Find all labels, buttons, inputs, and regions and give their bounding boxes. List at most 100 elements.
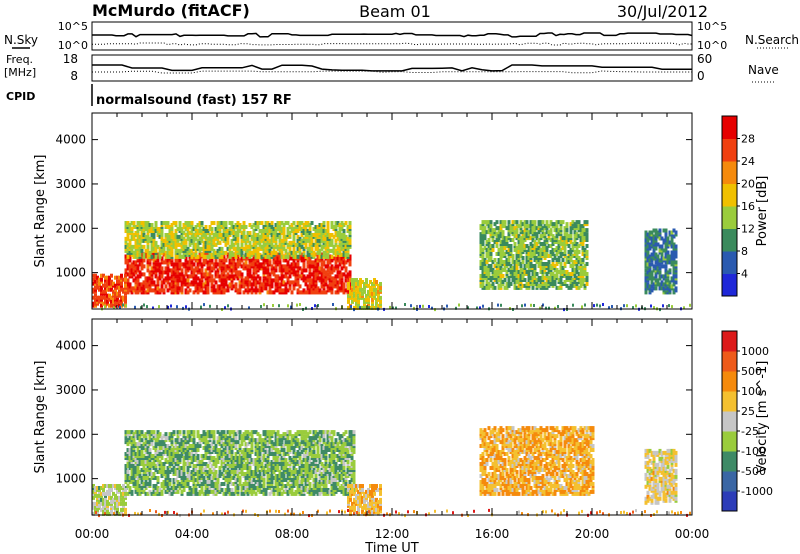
scatter-cell (168, 276, 172, 281)
scatter-cell (509, 282, 513, 286)
scatter-cell (244, 276, 248, 281)
scatter-cell (346, 258, 350, 263)
scatter-cell (561, 258, 565, 262)
scatter-cell (316, 290, 320, 295)
scatter-cell (198, 260, 202, 265)
scatter-cell (599, 304, 601, 308)
scatter-cell (204, 225, 208, 229)
scatter-cell (170, 252, 174, 257)
scatter-cell (602, 303, 604, 306)
scatter-cell (190, 234, 194, 239)
scatter-cell (310, 288, 314, 293)
scatter-cell (154, 240, 158, 245)
scatter-cell (284, 264, 288, 269)
scatter-cell (338, 262, 342, 267)
freq-tick-bottom: 8 (70, 69, 78, 83)
scatter-cell (164, 221, 168, 225)
scatter-cell (178, 258, 182, 263)
scatter-cell (170, 238, 174, 243)
scatter-cell (196, 238, 200, 243)
scatter-cell (188, 260, 192, 265)
scatter-cell (138, 274, 142, 279)
scatter-cell (124, 244, 128, 249)
scatter-cell (344, 266, 348, 271)
scatter-cell (204, 274, 208, 279)
scatter-cell (266, 274, 270, 279)
scatter-cell (260, 282, 264, 287)
scatter-cell (252, 256, 256, 261)
scatter-cell (326, 225, 330, 229)
freq-label: Freq. (6, 53, 33, 66)
scatter-cell (154, 246, 158, 251)
scatter-cell (214, 250, 218, 255)
scatter-cell (176, 248, 180, 253)
scatter-cell (533, 220, 537, 225)
scatter-cell (316, 268, 320, 273)
scatter-cell (122, 303, 124, 307)
scatter-cell (304, 290, 308, 295)
scatter-cell (190, 264, 194, 269)
scatter-cell (292, 246, 296, 251)
scatter-cell (162, 260, 166, 265)
scatter-cell (210, 266, 214, 271)
scatter-cell (164, 284, 168, 289)
scatter-cell (227, 304, 229, 308)
scatter-cell (585, 262, 589, 266)
scatter-cell (206, 286, 210, 291)
scatter-cell (348, 231, 352, 235)
scatter-cell (310, 278, 314, 283)
scatter-cell (126, 248, 130, 253)
scatter-cell (234, 286, 238, 291)
scatter-cell (152, 280, 156, 285)
scatter-cell (272, 304, 274, 307)
scatter-cell (136, 252, 140, 257)
scatter-cell (178, 272, 182, 277)
scatter-cell (204, 268, 208, 273)
scatter-cell (280, 264, 284, 269)
scatter-cell (172, 233, 176, 237)
nsearch-tick-top: 10^5 (697, 20, 727, 33)
scatter-cell (184, 288, 188, 293)
scatter-cell (274, 278, 278, 283)
scatter-cell (224, 258, 228, 263)
scatter-cell (274, 268, 278, 273)
scatter-cell (308, 274, 312, 279)
scatter-cell (342, 229, 346, 233)
scatter-cell (244, 288, 248, 293)
scatter-cell (184, 233, 188, 237)
scatter-cell (136, 234, 140, 239)
scatter-cell (242, 221, 246, 225)
scatter-cell (344, 221, 348, 225)
scatter-cell (148, 280, 152, 285)
scatter-cell (228, 282, 232, 287)
scatter-cell (246, 282, 250, 287)
scatter-cell (178, 276, 182, 281)
scatter-cell (208, 278, 212, 283)
scatter-cell (130, 290, 134, 295)
scatter-cell (226, 252, 230, 257)
scatter-cell (134, 276, 138, 281)
scatter-cell (124, 295, 127, 300)
scatter-cell (342, 272, 346, 277)
scatter-cell (226, 284, 230, 289)
scatter-cell (220, 272, 224, 277)
scatter-cell (278, 304, 280, 308)
scatter-cell (294, 278, 298, 283)
scatter-cell (342, 282, 346, 287)
scatter-cell (254, 276, 258, 281)
scatter-cell (124, 273, 127, 278)
scatter-cell (220, 286, 224, 291)
scatter-cell (160, 270, 164, 275)
scatter-cell (150, 254, 154, 259)
scatter-cell (268, 276, 272, 281)
scatter-cell (236, 288, 240, 293)
scatter-cell (248, 288, 252, 293)
scatter-cell (458, 303, 460, 307)
scatter-cell (176, 270, 180, 275)
scatter-cell (166, 266, 170, 271)
scatter-cell (220, 262, 224, 267)
scatter-cell (144, 221, 148, 225)
scatter-cell (298, 284, 302, 289)
scatter-cell (204, 240, 208, 245)
scatter-cell (222, 282, 226, 287)
